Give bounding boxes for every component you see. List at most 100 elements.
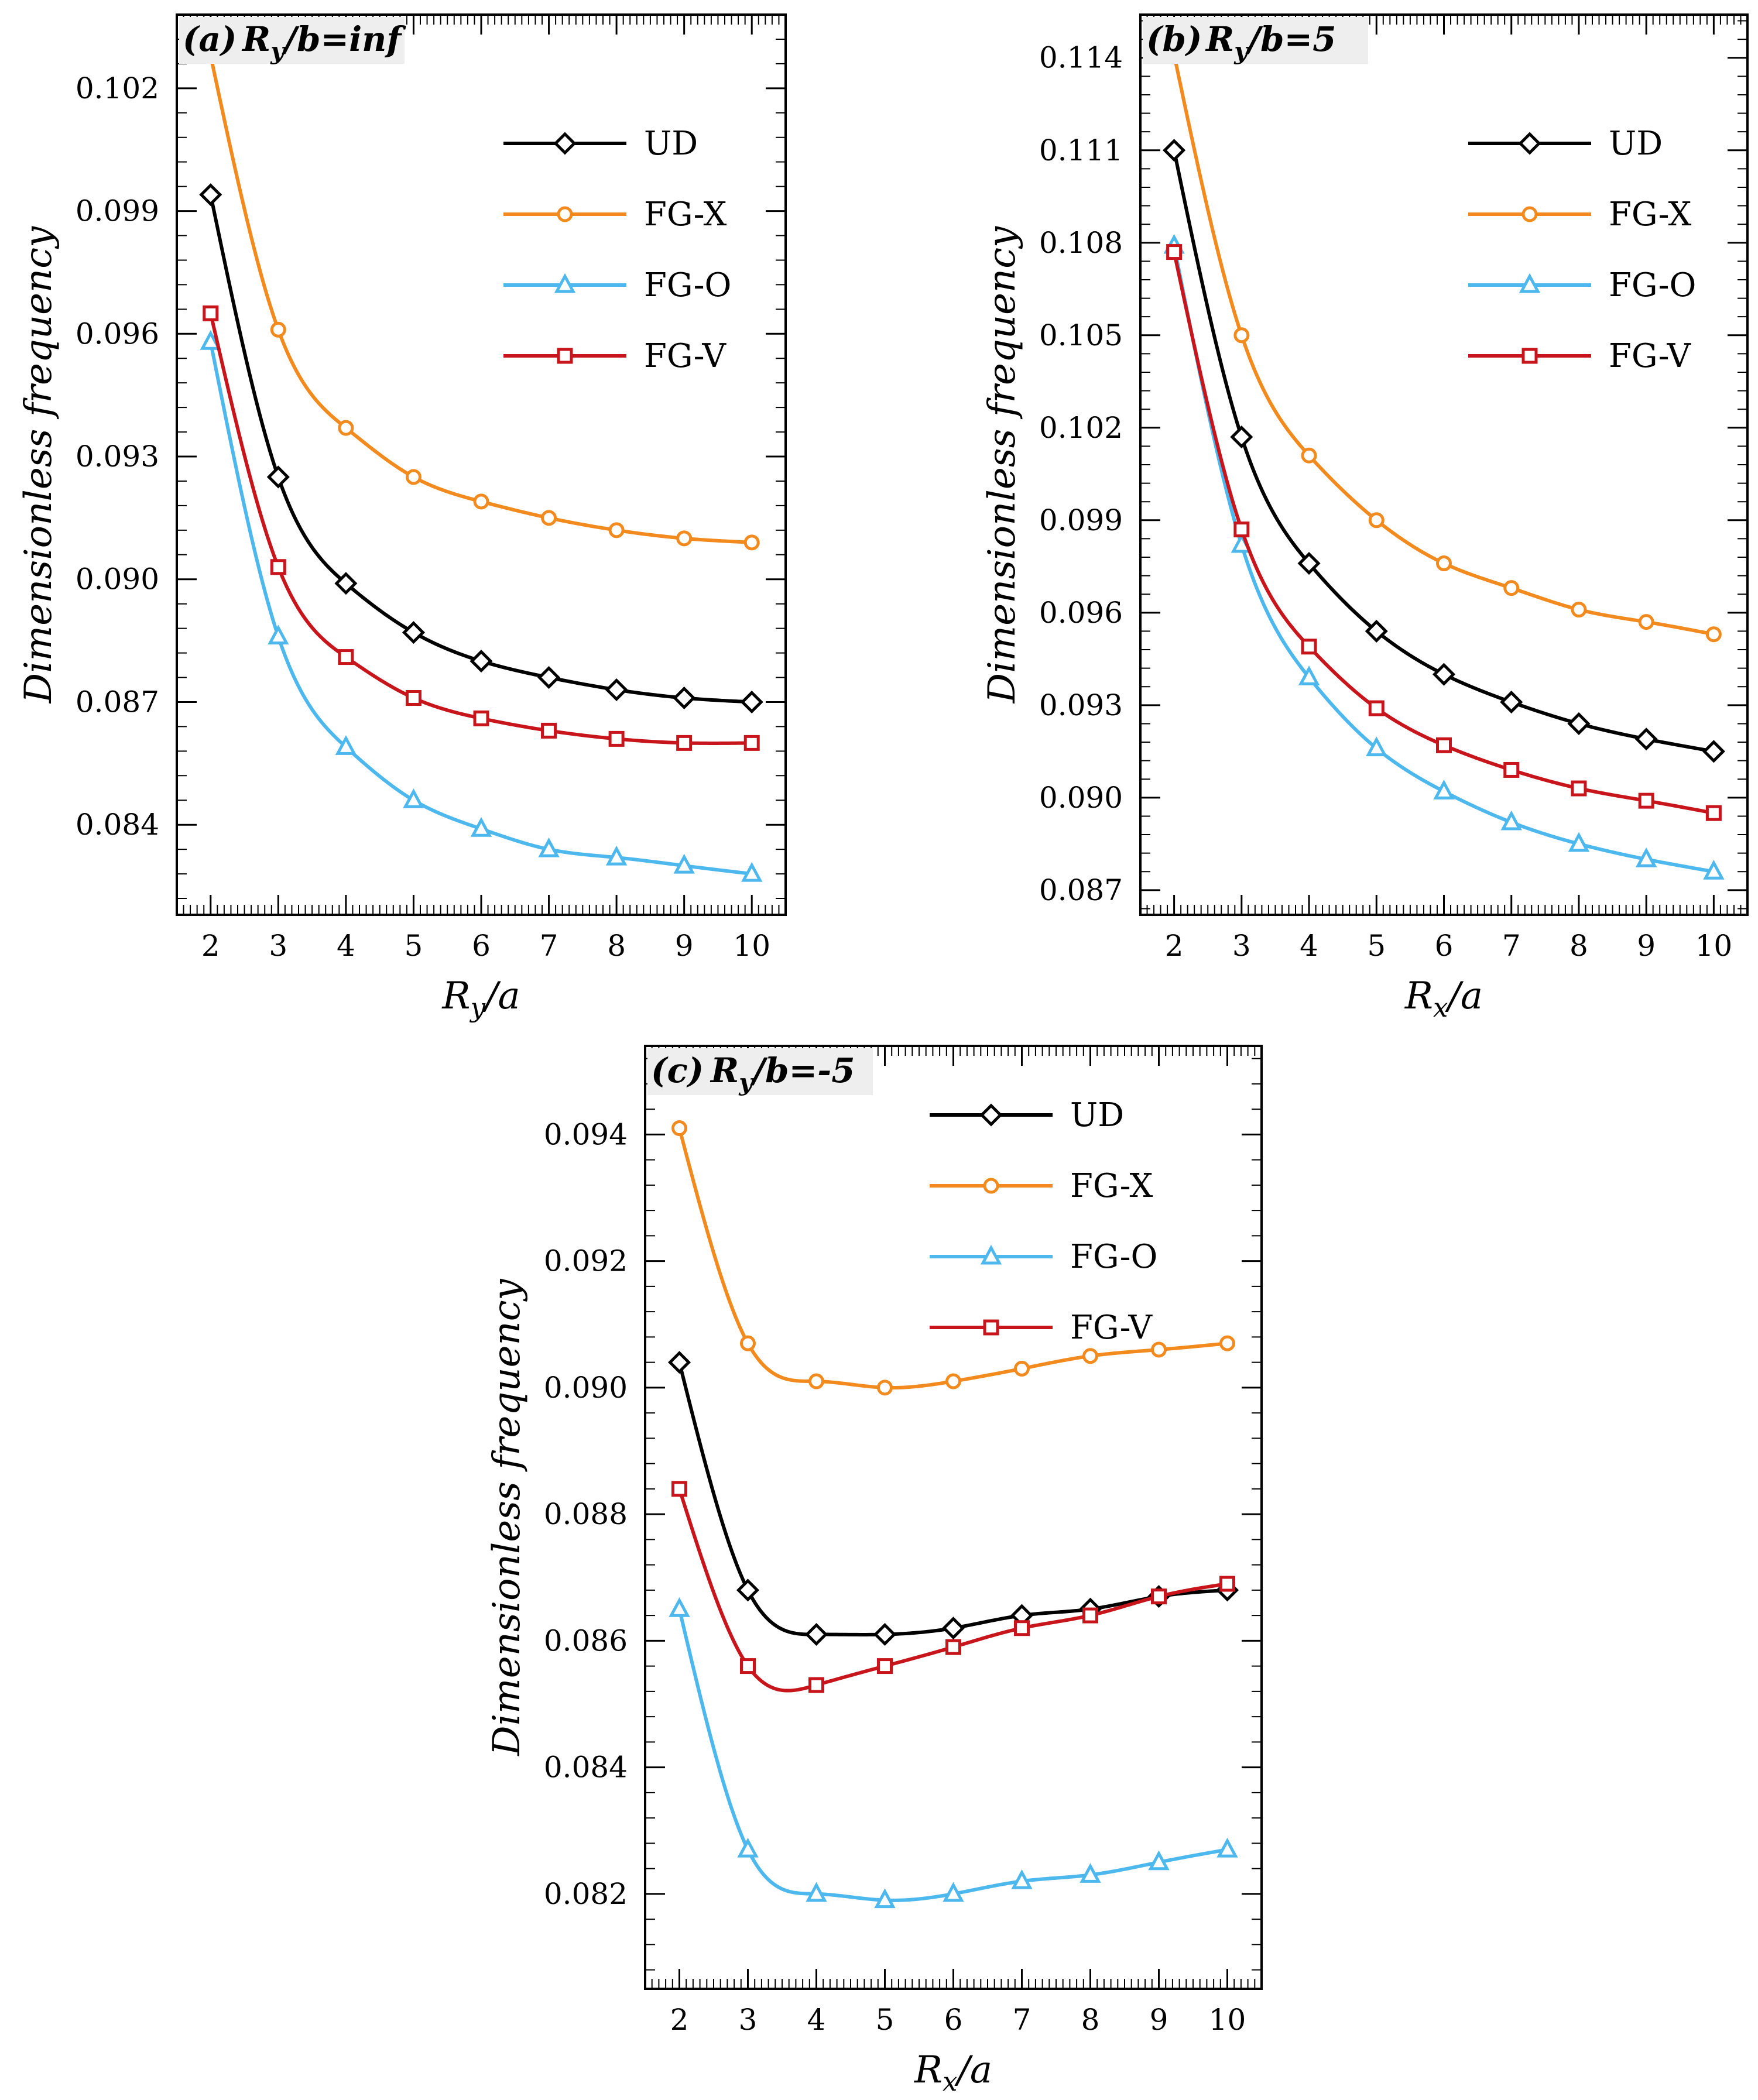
- legend-label-fg-x: FG-X: [1609, 195, 1692, 234]
- data-point-fg-x: [608, 522, 625, 538]
- data-point-ud: [605, 678, 628, 702]
- x-tick-label: 4: [1300, 929, 1318, 963]
- series-line-ud: [677, 1361, 1228, 1636]
- y-tick-label: 0.087: [1039, 873, 1123, 907]
- y-axis-label: Dimensionless frequency: [981, 226, 1024, 704]
- data-point-fg-v: [1014, 1620, 1030, 1636]
- y-tick-label: 0.090: [544, 1371, 628, 1405]
- data-point-ud: [1230, 426, 1253, 449]
- y-axis-label: Dimensionless frequency: [17, 226, 60, 704]
- y-tick-label: 0.093: [76, 440, 159, 473]
- data-point-fg-v: [1301, 639, 1317, 655]
- data-point-ud: [1567, 712, 1591, 735]
- data-point-fg-v: [945, 1639, 961, 1655]
- data-point-fg-x: [1233, 327, 1250, 344]
- panel-letter: (b): [1146, 19, 1202, 59]
- x-tick-label: 7: [1502, 929, 1521, 963]
- data-point-ud: [334, 572, 358, 595]
- data-point-ud: [740, 690, 763, 714]
- data-point-ud: [199, 183, 222, 207]
- legend-marker-ud: [553, 132, 577, 155]
- x-tick-label: 4: [807, 2003, 826, 2037]
- x-tick-label: 8: [1569, 929, 1588, 963]
- data-point-ud: [667, 1351, 691, 1374]
- series-line-fg-v: [677, 1488, 1228, 1693]
- legend-marker-fg-x: [1521, 206, 1538, 222]
- panel-title: Ry/b=inf: [241, 19, 406, 65]
- y-tick-label: 0.092: [544, 1244, 628, 1278]
- data-point-fg-o: [669, 1597, 690, 1617]
- legend-label-fg-v: FG-V: [1609, 337, 1691, 375]
- data-point-fg-v: [203, 305, 219, 321]
- x-tick-label: 10: [1695, 929, 1733, 963]
- legend: UD FG-X FG-O FG-V: [930, 1096, 1157, 1347]
- y-tick-label: 0.099: [76, 194, 159, 228]
- data-point-fg-o: [605, 845, 628, 866]
- series-line-fg-v: [1172, 251, 1714, 815]
- data-point-fg-x: [671, 1120, 687, 1137]
- data-point-fg-o: [806, 1882, 827, 1902]
- data-point-ud: [736, 1579, 760, 1602]
- y-tick-label: 0.099: [1039, 503, 1123, 537]
- data-point-fg-x: [541, 510, 557, 526]
- data-point-fg-v: [541, 722, 557, 739]
- y-tick-label: 0.114: [1039, 41, 1123, 75]
- data-point-fg-v: [473, 710, 489, 726]
- data-point-fg-v: [808, 1677, 824, 1693]
- data-point-fg-o: [200, 330, 221, 350]
- legend-label-fg-o: FG-O: [644, 266, 731, 304]
- panel-tag: (b) Ry/b=5: [1143, 17, 1368, 65]
- y-tick-label: 0.088: [544, 1497, 628, 1531]
- data-point-fg-x: [808, 1373, 824, 1389]
- y-tick-label: 0.094: [544, 1117, 628, 1151]
- data-point-ud: [1634, 728, 1658, 751]
- data-point-fg-x: [1638, 614, 1654, 630]
- data-point-fg-x: [740, 1335, 756, 1351]
- y-tick-label: 0.087: [76, 685, 159, 719]
- x-tick-label: 6: [472, 929, 491, 963]
- data-point-fg-o: [741, 862, 763, 882]
- data-point-fg-v: [270, 559, 286, 575]
- data-point-fg-o: [1703, 859, 1725, 880]
- data-point-fg-v: [740, 1658, 756, 1674]
- series-line-fg-o: [208, 341, 752, 876]
- legend-marker-ud: [979, 1103, 1003, 1127]
- legend-marker-fg-o: [554, 273, 576, 293]
- legend-label-ud: UD: [1070, 1096, 1124, 1134]
- y-tick-label: 0.096: [1039, 596, 1123, 630]
- data-point-ud: [873, 1622, 897, 1646]
- series-line-fg-v: [208, 313, 752, 745]
- legend-marker-fg-x: [983, 1178, 999, 1194]
- legend-label-fg-v: FG-V: [1070, 1309, 1153, 1347]
- data-point-ud: [804, 1622, 828, 1646]
- x-tick-label: 3: [269, 929, 287, 963]
- panel-title: Ry/b=5: [1205, 19, 1336, 65]
- data-point-fg-o: [1080, 1863, 1101, 1883]
- data-point-fg-v: [743, 735, 760, 751]
- legend-label-fg-o: FG-O: [1070, 1238, 1157, 1276]
- data-point-fg-o: [1635, 847, 1657, 867]
- y-tick-label: 0.084: [76, 808, 159, 842]
- data-point-fg-v: [1233, 521, 1250, 538]
- data-point-fg-o: [538, 837, 560, 857]
- legend-label-fg-v: FG-V: [644, 337, 726, 375]
- x-tick-label: 9: [1150, 2003, 1168, 2037]
- legend-marker-fg-o: [1519, 273, 1541, 293]
- data-point-fg-o: [874, 1888, 896, 1909]
- chart-panel-b: 2 3 4 5 6 7 8 9 10 0.087 0.090 0.093 0.096 0.099 0.102…: [981, 13, 1749, 1023]
- data-point-fg-x: [1436, 555, 1452, 572]
- legend: UD FG-X FG-O FG-V: [1468, 125, 1696, 375]
- x-axis-label: Rx/a: [1404, 974, 1483, 1023]
- data-point-fg-v: [877, 1658, 893, 1674]
- panel-letter: (a): [183, 19, 237, 59]
- data-point-fg-o: [1500, 810, 1522, 831]
- legend-label-fg-x: FG-X: [1070, 1167, 1153, 1205]
- x-tick-label: 5: [405, 929, 423, 963]
- data-point-fg-v: [1368, 700, 1385, 716]
- x-tick-label: 6: [944, 2003, 963, 2037]
- data-point-fg-v: [1503, 761, 1520, 778]
- legend: UD FG-X FG-O FG-V: [503, 125, 731, 375]
- data-point-fg-o: [1366, 736, 1387, 757]
- data-point-fg-x: [270, 321, 286, 338]
